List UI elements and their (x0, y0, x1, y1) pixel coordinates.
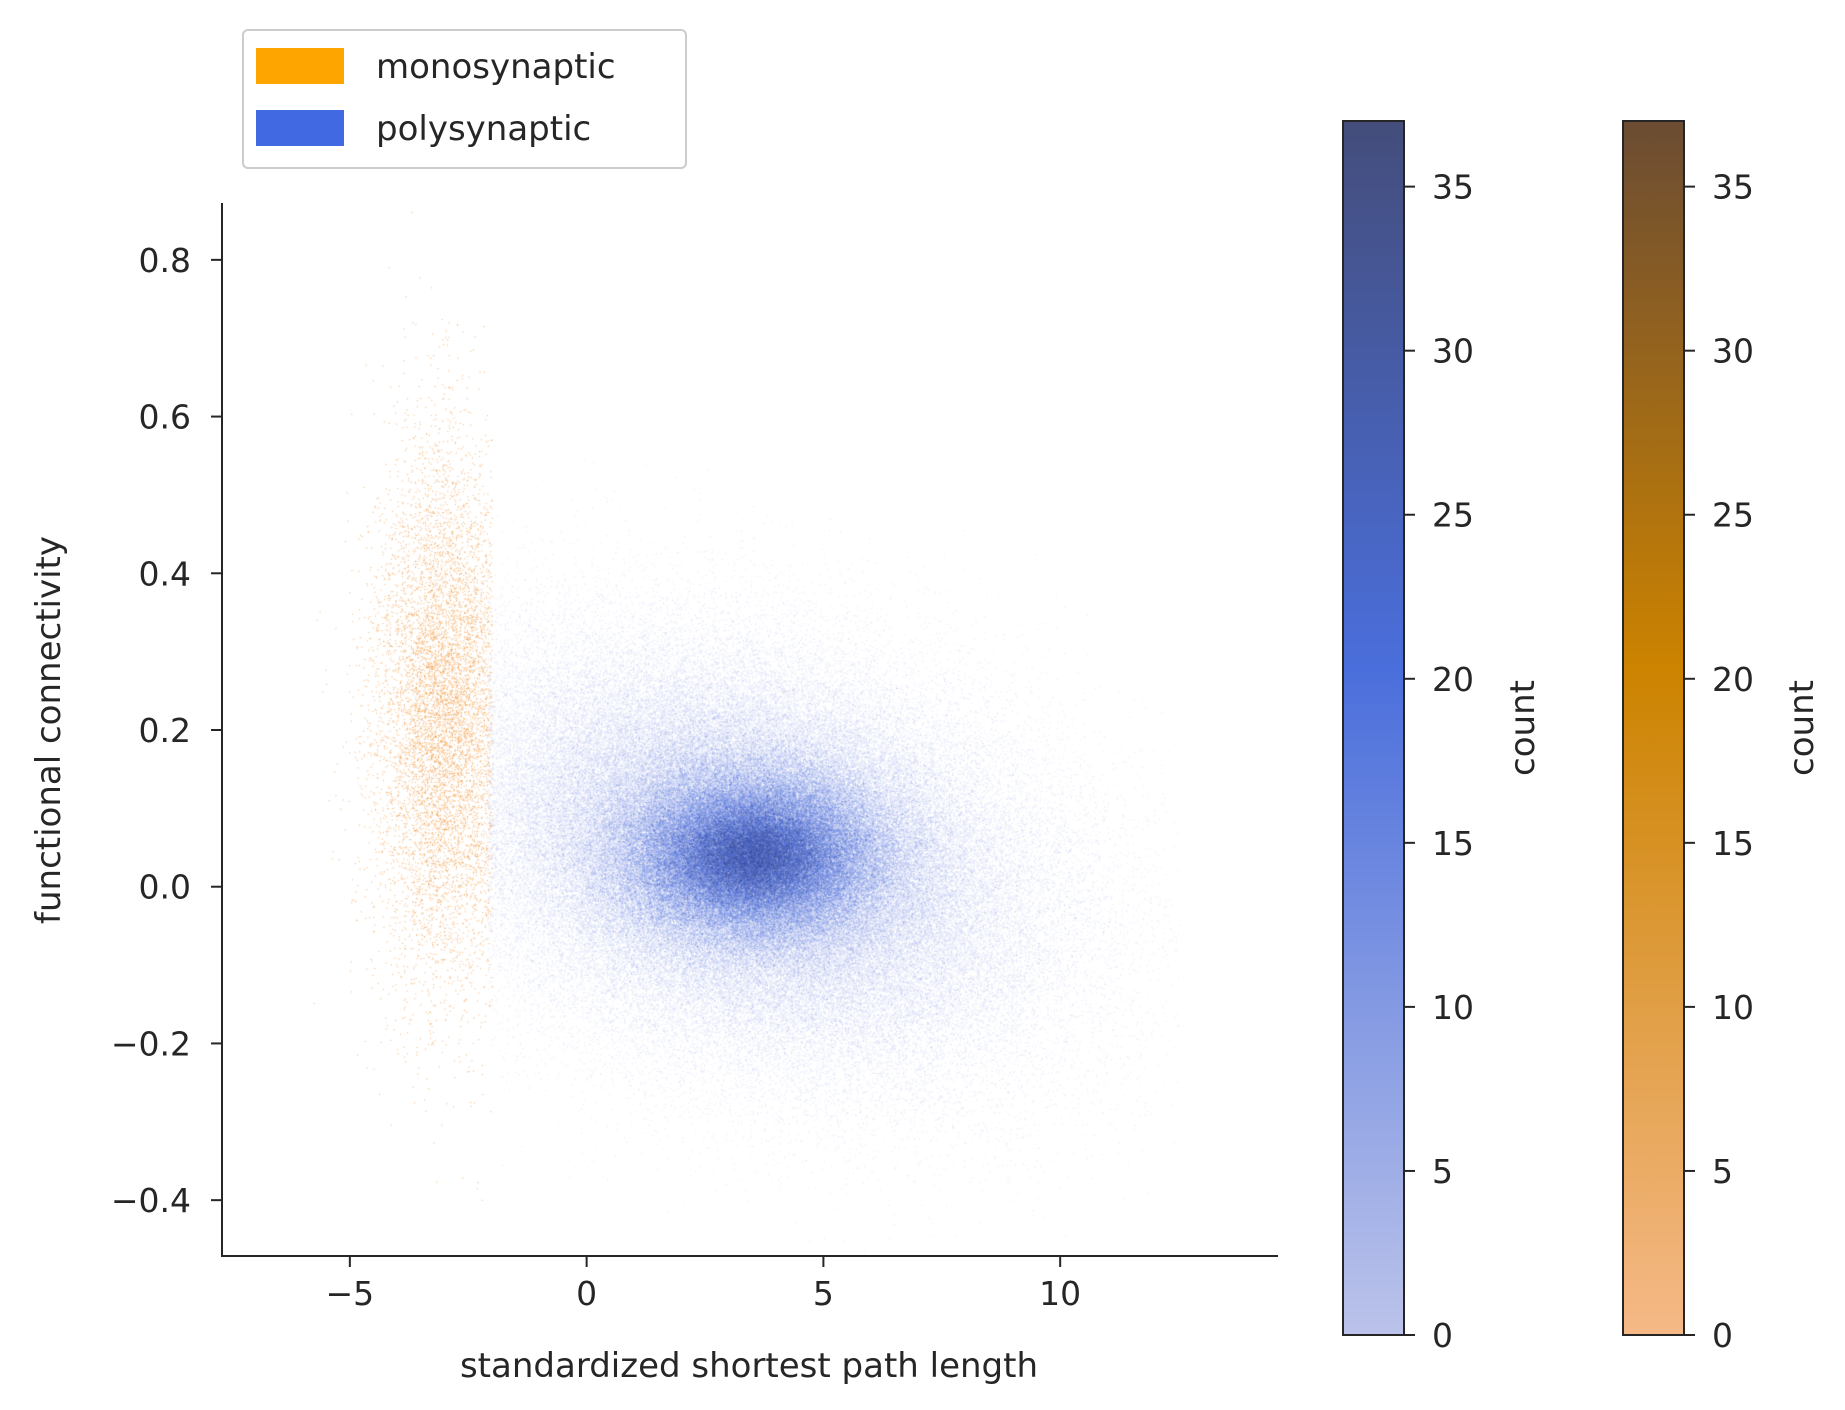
colorbar-tick-label: 30 (1712, 332, 1754, 371)
x-tick-label: 10 (1039, 1274, 1081, 1313)
colorbar-tick-label: 30 (1432, 332, 1474, 371)
legend-swatch-polysynaptic (256, 110, 344, 146)
x-tick-label: −5 (326, 1274, 375, 1313)
y-tick-label: 0.2 (139, 711, 191, 750)
y-tick-label: 0.4 (139, 554, 191, 593)
colorbar-monosynaptic-ticks: 0 5 10 15 20 25 30 35 (1684, 168, 1754, 1355)
legend-label-polysynaptic: polysynaptic (376, 109, 591, 149)
colorbar-monosynaptic-fill (1622, 120, 1685, 1336)
colorbar-monosynaptic-label: count (1782, 680, 1822, 776)
y-tick-label: 0.6 (139, 398, 191, 437)
legend: monosynaptic polysynaptic (242, 29, 687, 169)
colorbar-tick-label: 5 (1432, 1152, 1453, 1191)
x-tick-label: 5 (813, 1274, 834, 1313)
legend-label-monosynaptic: monosynaptic (376, 47, 616, 87)
colorbar-tick-label: 0 (1712, 1316, 1733, 1355)
colorbar-tick-label: 20 (1712, 660, 1754, 699)
colorbar-polysynaptic-fill (1342, 120, 1405, 1336)
colorbar-tick-label: 15 (1712, 824, 1754, 863)
colorbar-tick-label: 5 (1712, 1152, 1733, 1191)
colorbar-tick-label: 35 (1712, 168, 1754, 207)
colorbar-monosynaptic: 0 5 10 15 20 25 30 35 count (1622, 120, 1822, 1355)
x-axis-label: standardized shortest path length (460, 1346, 1038, 1386)
y-tick-label: 0.8 (139, 241, 191, 280)
colorbar-tick-label: 10 (1712, 988, 1754, 1027)
colorbar-polysynaptic: 0 5 10 15 20 25 30 35 count (1342, 120, 1543, 1355)
colorbar-tick-label: 20 (1432, 660, 1474, 699)
main-axes: −5 0 5 10 0.8 0.6 0.4 0.2 0.0 −0.2 −0.4 (111, 203, 1278, 1313)
legend-box (242, 29, 687, 169)
colorbar-tick-label: 25 (1432, 496, 1474, 535)
colorbar-polysynaptic-ticks: 0 5 10 15 20 25 30 35 (1404, 168, 1474, 1355)
colorbar-tick-label: 10 (1432, 988, 1474, 1027)
colorbar-tick-label: 35 (1432, 168, 1474, 207)
colorbar-polysynaptic-label: count (1503, 680, 1543, 776)
colorbar-tick-label: 0 (1432, 1316, 1453, 1355)
colorbar-tick-label: 25 (1712, 496, 1754, 535)
x-tick-label: 0 (576, 1274, 597, 1313)
y-tick-label: 0.0 (139, 868, 191, 907)
y-ticks: 0.8 0.6 0.4 0.2 0.0 −0.2 −0.4 (111, 241, 222, 1220)
x-ticks: −5 0 5 10 (326, 1256, 1081, 1313)
y-tick-label: −0.2 (111, 1024, 191, 1063)
legend-swatch-monosynaptic (256, 48, 344, 84)
y-tick-label: −0.4 (111, 1181, 191, 1220)
y-axis-label: functional connectivity (29, 536, 69, 924)
density-canvas (222, 205, 1278, 1255)
colorbar-tick-label: 15 (1432, 824, 1474, 863)
